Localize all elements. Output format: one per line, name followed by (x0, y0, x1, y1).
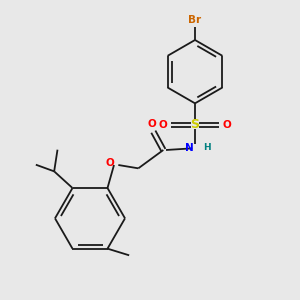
Text: H: H (203, 143, 211, 152)
Text: O: O (159, 120, 167, 130)
Text: Br: Br (188, 15, 202, 25)
Text: O: O (223, 120, 231, 130)
Text: O: O (148, 119, 157, 129)
Text: O: O (105, 158, 114, 168)
Text: S: S (190, 118, 200, 131)
Text: N: N (185, 143, 194, 153)
